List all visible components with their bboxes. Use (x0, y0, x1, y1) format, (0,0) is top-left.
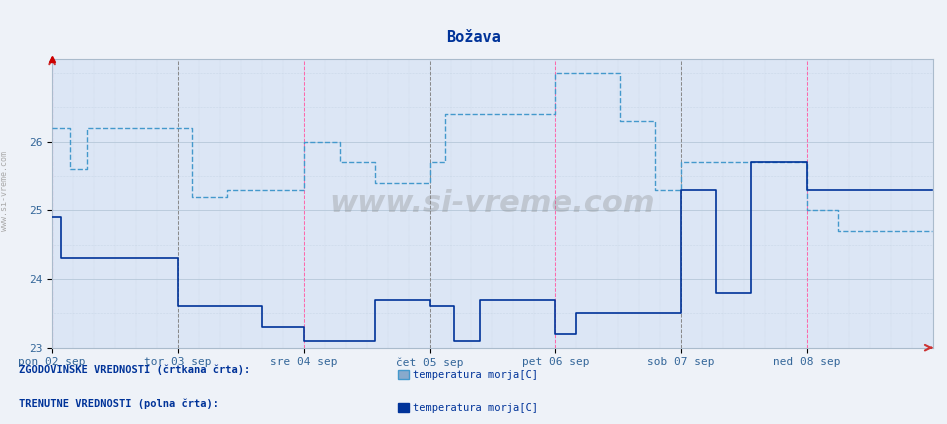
Text: Božava: Božava (446, 30, 501, 45)
Text: www.si-vreme.com: www.si-vreme.com (0, 151, 9, 231)
Text: ZGODOVINSKE VREDNOSTI (črtkana črta):: ZGODOVINSKE VREDNOSTI (črtkana črta): (19, 365, 250, 375)
Text: TRENUTNE VREDNOSTI (polna črta):: TRENUTNE VREDNOSTI (polna črta): (19, 399, 219, 409)
Text: temperatura morja[C]: temperatura morja[C] (413, 403, 538, 413)
Text: www.si-vreme.com: www.si-vreme.com (330, 189, 655, 218)
Text: temperatura morja[C]: temperatura morja[C] (413, 370, 538, 380)
